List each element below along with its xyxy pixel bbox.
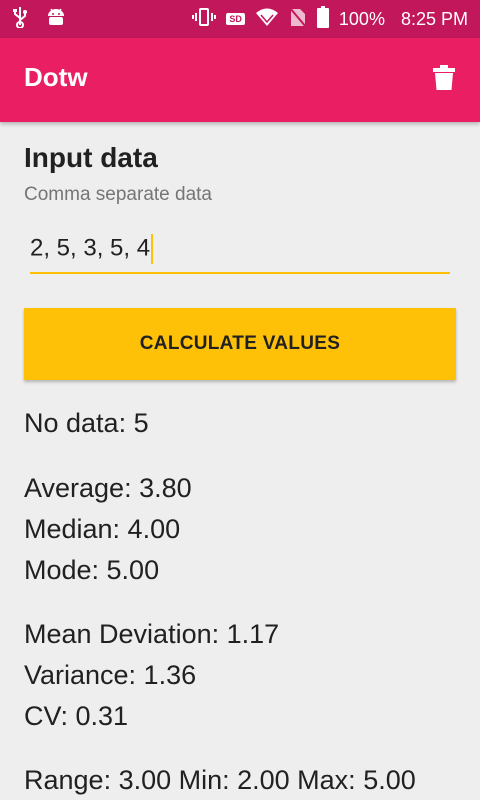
result-cv: CV: 0.31: [24, 701, 129, 731]
result-range: Range: 3.00 Min: 2.00 Max: 5.00: [24, 765, 416, 795]
app-bar: Dotw: [0, 38, 480, 122]
result-average: Average: 3.80: [24, 473, 192, 503]
vibrate-icon: [192, 7, 217, 32]
delete-button[interactable]: [428, 64, 460, 96]
result-mode: Mode: 5.00: [24, 555, 160, 585]
battery-percent: 100%: [338, 8, 385, 29]
helper-text: Comma separate data: [24, 184, 212, 205]
app-title: Dotw: [24, 62, 88, 92]
section-title: Input data: [24, 142, 158, 173]
android-icon: [46, 6, 66, 32]
text-caret: [151, 234, 154, 264]
no-sim-icon: [289, 6, 307, 33]
sd-card-icon: SD: [226, 13, 245, 25]
data-input-value: 2, 5, 3, 5, 4: [30, 234, 154, 264]
result-variance: Variance: 1.36: [24, 660, 197, 690]
calculate-button[interactable]: CALCULATE VALUES: [24, 308, 456, 380]
result-no-data: No data: 5: [24, 408, 149, 438]
status-left-icons: [12, 0, 66, 38]
status-right-icons: SD 100% 8:25 PM: [192, 0, 468, 38]
wifi-icon: [255, 7, 279, 32]
data-input[interactable]: 2, 5, 3, 5, 4: [30, 226, 450, 274]
usb-icon: [12, 6, 28, 32]
result-mean-deviation: Mean Deviation: 1.17: [24, 619, 280, 649]
battery-icon: [316, 5, 329, 33]
clock: 8:25 PM: [400, 8, 468, 29]
result-median: Median: 4.00: [24, 514, 181, 544]
status-bar: SD 100% 8:25 PM: [0, 0, 480, 38]
delete-icon: [433, 65, 455, 95]
